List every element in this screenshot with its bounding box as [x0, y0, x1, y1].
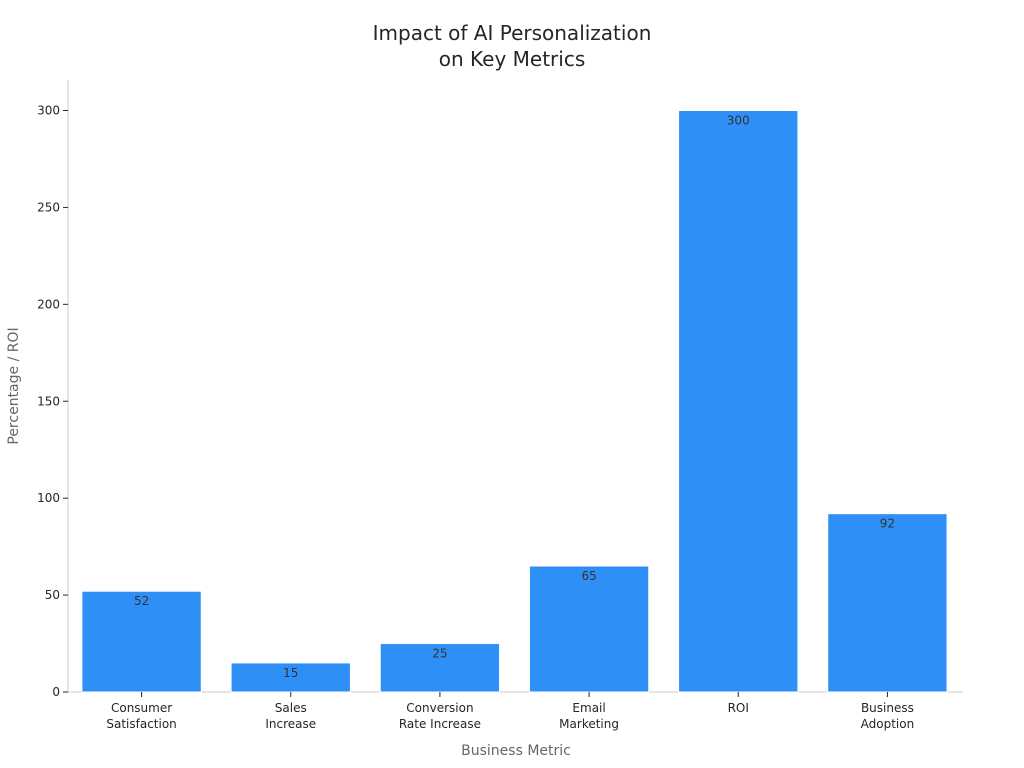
y-tick-label: 200 [37, 297, 60, 311]
bar-value-label: 52 [134, 594, 149, 608]
bar-value-label: 92 [880, 517, 895, 531]
y-tick-label: 150 [37, 394, 60, 408]
y-tick-label: 50 [45, 588, 60, 602]
chart-title-line-2: on Key Metrics [439, 47, 585, 71]
x-tick-label: Email [572, 701, 605, 715]
bars [81, 110, 948, 693]
bar-value-labels: 52 15 25 65 300 92 [134, 114, 895, 680]
bar [827, 513, 948, 693]
x-axis-ticks: Consumer Satisfaction Sales Increase Convers… [106, 692, 914, 731]
y-axis-label: Percentage / ROI [6, 327, 22, 444]
x-tick-label: Conversion [406, 701, 473, 715]
x-tick-label: Consumer [111, 701, 172, 715]
bar [678, 110, 799, 693]
bar-value-label: 65 [581, 569, 596, 583]
bar-value-label: 15 [283, 666, 298, 680]
chart-title-line-1: Impact of AI Personalization [373, 21, 652, 45]
y-axis-ticks: 0 50 100 150 200 250 300 [37, 104, 68, 699]
bar-value-label: 25 [432, 647, 447, 661]
x-tick-label: Satisfaction [106, 717, 176, 731]
x-tick-label: Sales [275, 701, 307, 715]
x-tick-label: Marketing [559, 717, 619, 731]
x-tick-label: Rate Increase [399, 717, 481, 731]
bar-value-label: 300 [727, 114, 750, 128]
chart-title: Impact of AI Personalization on Key Metr… [373, 21, 652, 71]
y-tick-label: 250 [37, 200, 60, 214]
x-tick-label: Business [861, 701, 914, 715]
bar [81, 590, 202, 693]
x-tick-label: Adoption [861, 717, 915, 731]
x-tick-label: Increase [265, 717, 316, 731]
x-tick-label: ROI [728, 701, 749, 715]
y-tick-label: 0 [52, 685, 60, 699]
x-axis-label: Business Metric [461, 743, 571, 759]
bar [528, 565, 650, 693]
y-tick-label: 300 [37, 104, 60, 118]
y-tick-label: 100 [37, 491, 60, 505]
